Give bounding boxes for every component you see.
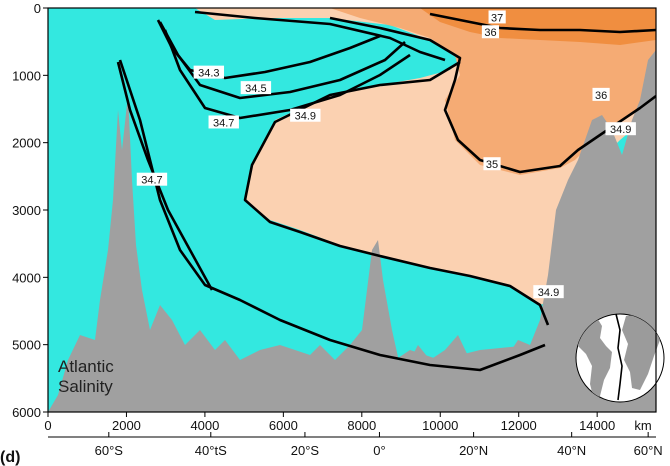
contour-label: 34.5 xyxy=(240,81,272,95)
contour-label-text: 34.3 xyxy=(198,68,219,80)
x-tick-label: 10000 xyxy=(422,418,458,433)
plot-area xyxy=(48,8,656,412)
inset-map-section-line xyxy=(615,313,623,401)
x-tick-label: 4000 xyxy=(190,418,219,433)
contour-label: 34.9 xyxy=(605,122,636,136)
contour-label-text: 34.9 xyxy=(610,124,631,136)
contour-label-background xyxy=(592,87,610,101)
contour-label: 34.3 xyxy=(193,65,225,80)
latitude-tick-label: 40°tS xyxy=(195,443,227,458)
inset-map-europe-africa xyxy=(622,314,660,390)
x-axis: 0 2000 4000 6000 8000 10000 12000 14000 km xyxy=(44,412,652,433)
x-tick-label: 8000 xyxy=(347,418,376,433)
contour-label-background xyxy=(208,115,239,129)
contour-label: 36 xyxy=(481,25,500,39)
contour-34-7-b xyxy=(163,29,411,120)
y-axis: 0 1000 2000 3000 4000 5000 6000 xyxy=(12,1,48,420)
contour-label: 34.7 xyxy=(208,115,239,129)
contour-label-text: 35 xyxy=(486,159,498,171)
contour-label: 34.9 xyxy=(533,285,564,299)
y-tick-label: 0 xyxy=(34,1,41,16)
contour-label: 36 xyxy=(592,87,610,102)
latitude-tick-label: 0° xyxy=(373,443,385,458)
x-tick-label: 0 xyxy=(44,418,51,433)
latitude-tick-label: 60°S xyxy=(95,443,124,458)
inset-map xyxy=(575,313,665,403)
contour-label-layer: 37 36 36 34.3 34.5 34.7 34.9 34.9 35 34.7 34.9 xyxy=(136,10,636,299)
y-tick-label: 1000 xyxy=(12,68,41,83)
contour-label-text: 36 xyxy=(484,27,496,39)
contour-label-text: 34.9 xyxy=(538,287,559,299)
contour-label-background xyxy=(605,122,636,136)
saline-high-region xyxy=(420,8,656,45)
contour-lines xyxy=(116,10,656,372)
latitude-tick-label: 20°S xyxy=(291,443,320,458)
contour-37 xyxy=(429,12,656,34)
x-tick-label: 6000 xyxy=(269,418,298,433)
contour-label-background xyxy=(481,25,500,39)
contour-label-background xyxy=(193,65,225,79)
y-tick-label: 3000 xyxy=(12,203,41,218)
contour-label: 34.7 xyxy=(136,172,168,187)
x-tick-label: 2000 xyxy=(112,418,141,433)
contour-35 xyxy=(243,60,550,326)
latitude-tick-label: 60°N xyxy=(634,443,663,458)
contour-label-background xyxy=(136,172,168,186)
contour-label: 35 xyxy=(483,157,501,171)
contour-label-text: 34.7 xyxy=(213,117,234,129)
contour-label: 34.9 xyxy=(290,108,321,123)
inset-map-americas xyxy=(576,316,612,400)
contour-label-text: 34.9 xyxy=(295,111,316,123)
x-axis-unit-label: km xyxy=(634,418,651,433)
x-tick-label: 12000 xyxy=(501,418,537,433)
contour-label-text: 34.7 xyxy=(141,175,162,187)
contour-34-9-deep xyxy=(118,59,546,372)
contour-label-background xyxy=(533,285,564,299)
contour-label-background xyxy=(488,10,506,24)
y-tick-label: 5000 xyxy=(12,338,41,353)
y-tick-label: 6000 xyxy=(12,405,41,420)
contour-34-3 xyxy=(156,19,381,80)
contour-label-background xyxy=(483,157,501,171)
chart-title-line1: Atlantic xyxy=(58,357,114,376)
contour-label: 37 xyxy=(488,10,506,24)
contour-label-background xyxy=(290,108,321,122)
panel-label: (d) xyxy=(0,449,20,466)
x-tick-label: 14000 xyxy=(579,418,615,433)
contour-36 xyxy=(329,16,656,174)
contour-34-9-upper xyxy=(194,10,446,62)
y-tick-label: 4000 xyxy=(12,270,41,285)
latitude-tick-label: 40°N xyxy=(557,443,586,458)
contour-label-background xyxy=(240,81,272,95)
y-tick-label: 2000 xyxy=(12,136,41,151)
contour-label-text: 37 xyxy=(491,12,503,24)
contour-label-text: 36 xyxy=(595,90,607,102)
latitude-tick-label: 20°N xyxy=(459,443,488,458)
chart-title-line2: Salinity xyxy=(58,377,113,396)
saline-mid-region xyxy=(330,8,656,175)
contour-label-text: 34.5 xyxy=(245,83,266,95)
latitude-axis: 60°S 40°tS 20°S 0° 20°N 40°N 60°N xyxy=(48,432,663,458)
